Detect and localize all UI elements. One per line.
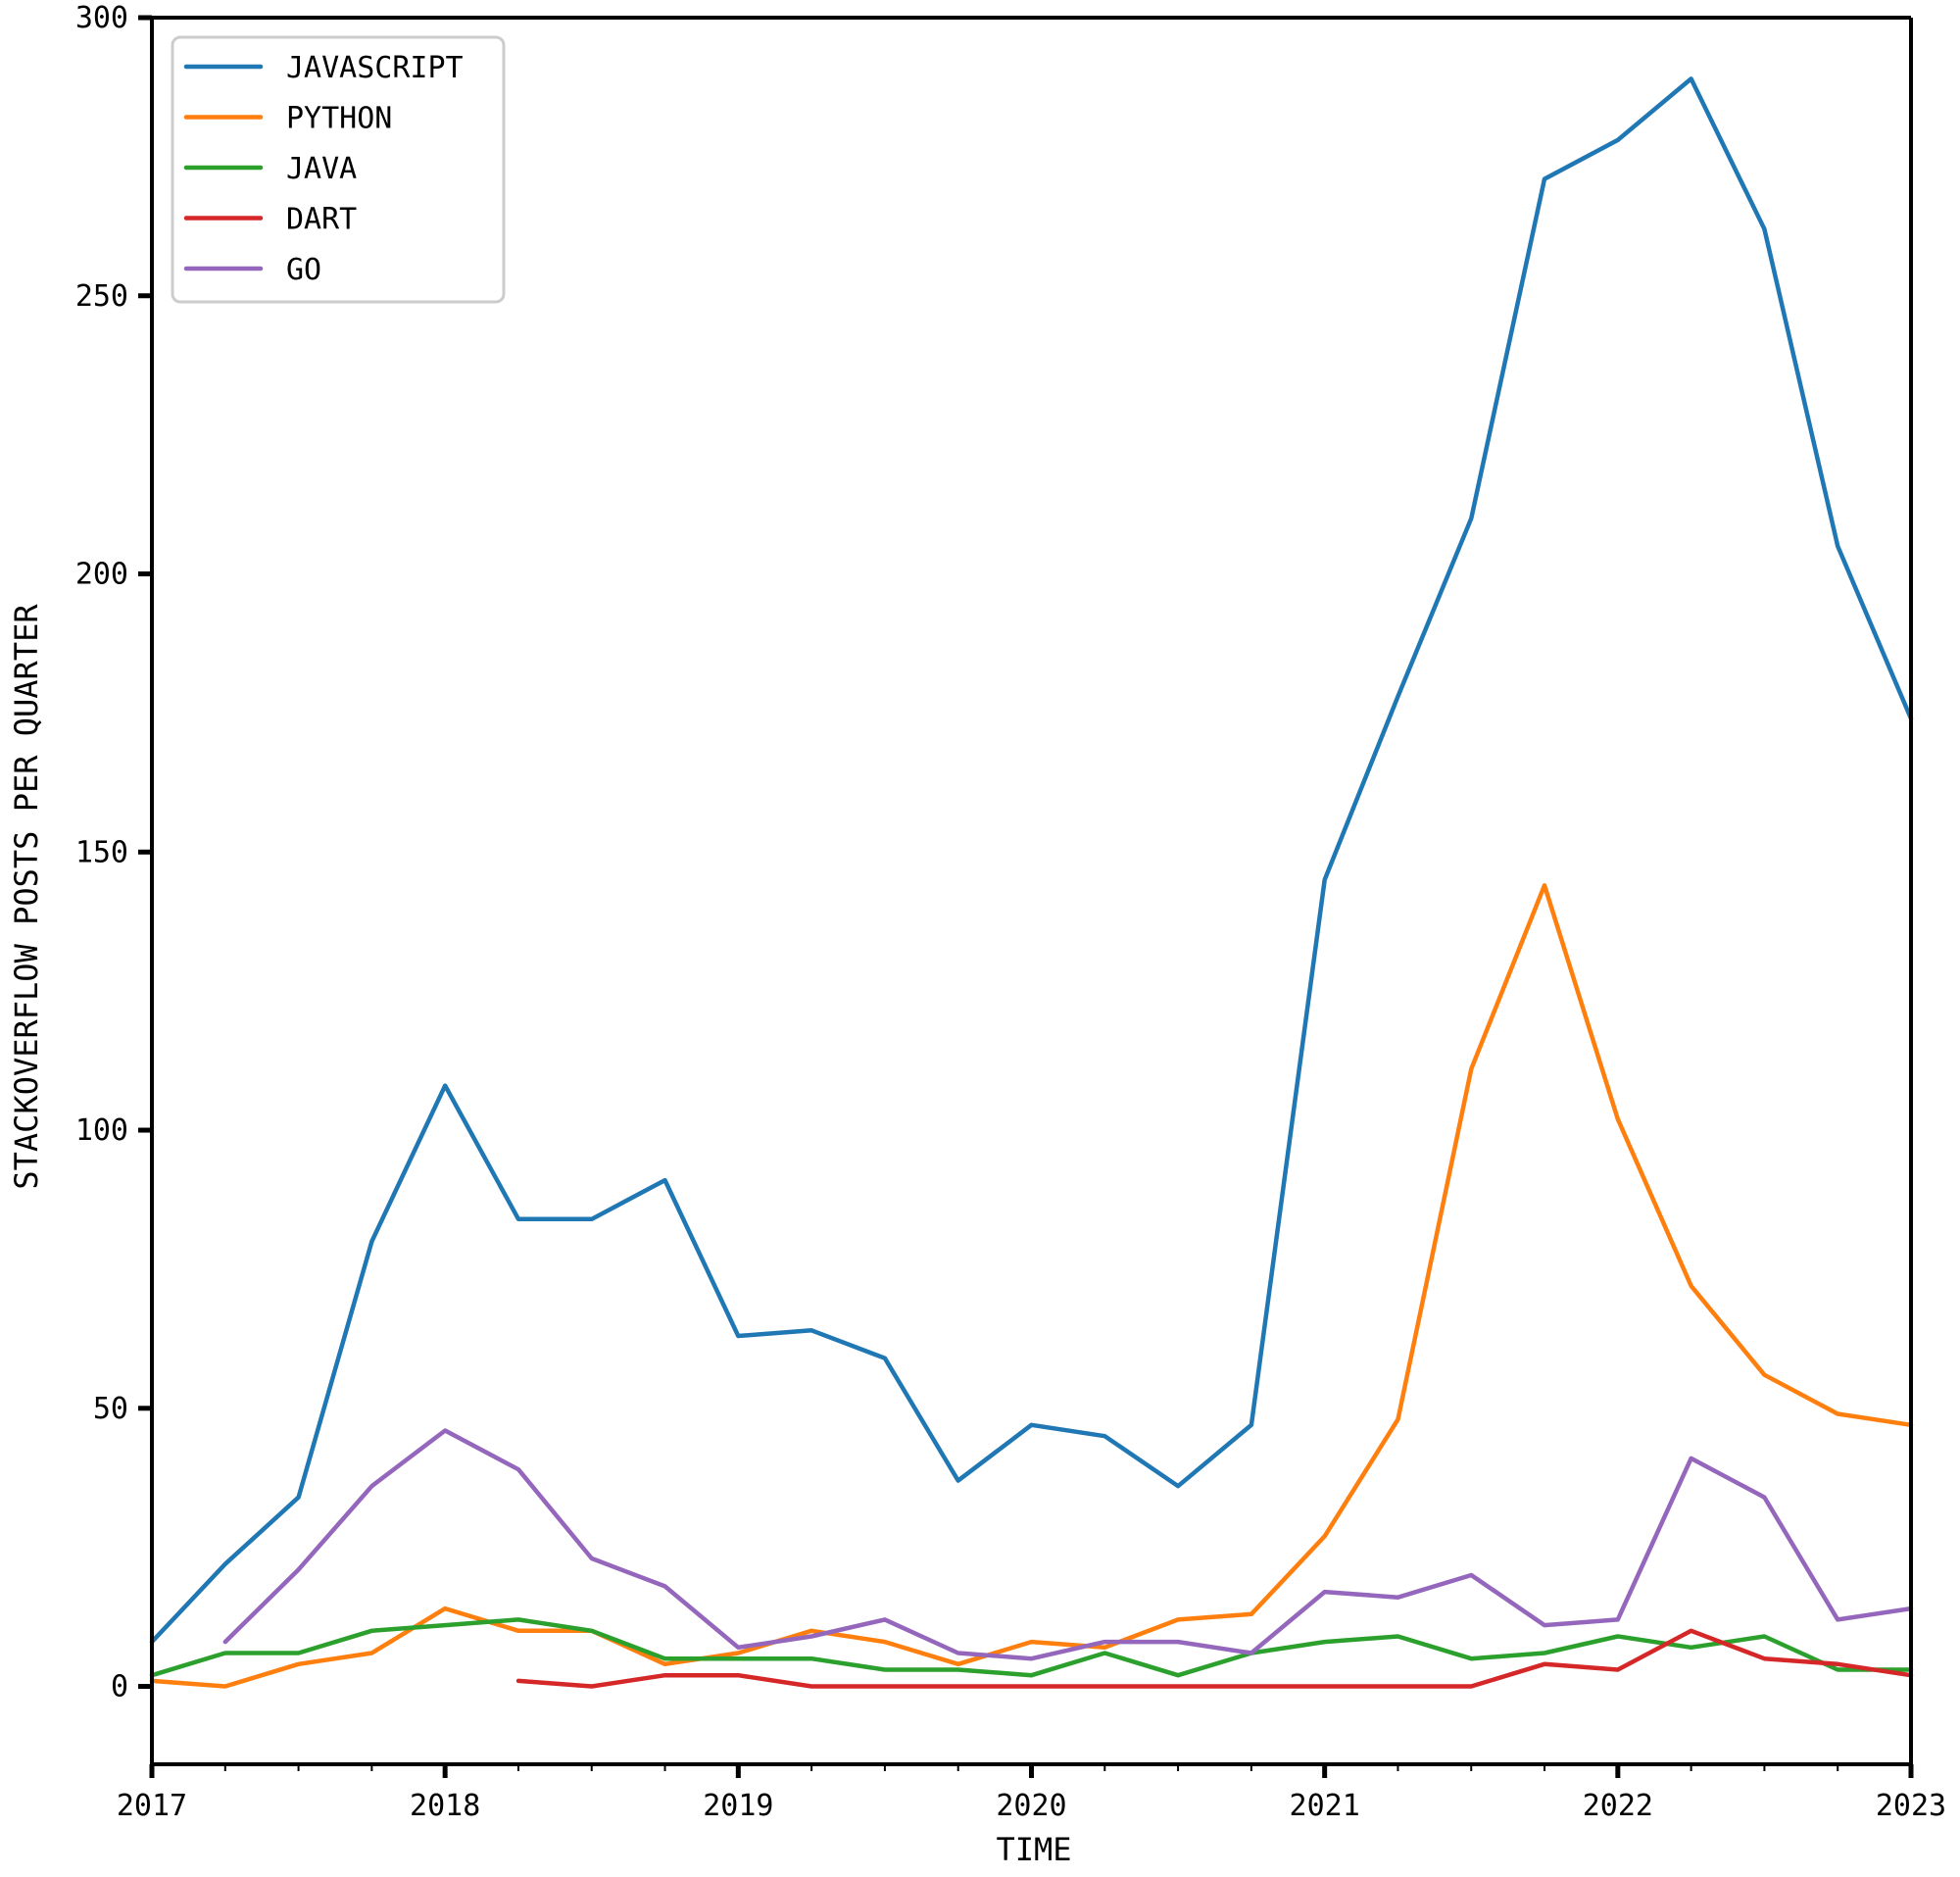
y-axis-label: STACKOVERFLOW POSTS PER QUARTER bbox=[8, 604, 45, 1190]
series-layer bbox=[149, 76, 1914, 1689]
legend-box bbox=[171, 35, 506, 304]
x-axis-label: TIME bbox=[996, 1831, 1071, 1868]
series-line-javascript bbox=[149, 76, 1914, 1645]
x-axis-ticks: 2017 2018 2019 2020 2021 2022 2023 bbox=[117, 1764, 1946, 1823]
legend-label-java: JAVA bbox=[286, 152, 357, 186]
x-tick-label: 2018 bbox=[410, 1789, 480, 1823]
legend-label-go: GO bbox=[286, 253, 321, 287]
y-tick-label: 50 bbox=[93, 1392, 128, 1426]
y-tick-label: 250 bbox=[75, 279, 128, 314]
y-tick-label: 150 bbox=[75, 835, 128, 869]
y-tick-label: 0 bbox=[111, 1670, 128, 1704]
x-tick-label: 2021 bbox=[1290, 1789, 1360, 1823]
legend-label-javascript: JAVASCRIPT bbox=[286, 51, 464, 85]
legend: JAVASCRIPT PYTHON JAVA DART GO bbox=[171, 35, 506, 304]
x-tick-label: 2017 bbox=[117, 1789, 187, 1823]
series-line-go bbox=[222, 1428, 1914, 1661]
legend-label-dart: DART bbox=[286, 203, 357, 237]
y-axis-ticks: 0 50 100 150 200 250 300 bbox=[75, 1, 152, 1704]
series-line-java bbox=[149, 1617, 1914, 1678]
x-tick-label: 2020 bbox=[996, 1789, 1066, 1823]
legend-label-python: PYTHON bbox=[286, 102, 392, 136]
series-line-python bbox=[149, 883, 1914, 1689]
y-tick-label: 200 bbox=[75, 558, 128, 592]
x-tick-label: 2022 bbox=[1583, 1789, 1653, 1823]
series-line-dart bbox=[515, 1628, 1914, 1689]
x-tick-label: 2023 bbox=[1876, 1789, 1946, 1823]
y-tick-label: 300 bbox=[75, 1, 128, 35]
y-tick-label: 100 bbox=[75, 1113, 128, 1148]
x-tick-label: 2019 bbox=[703, 1789, 773, 1823]
